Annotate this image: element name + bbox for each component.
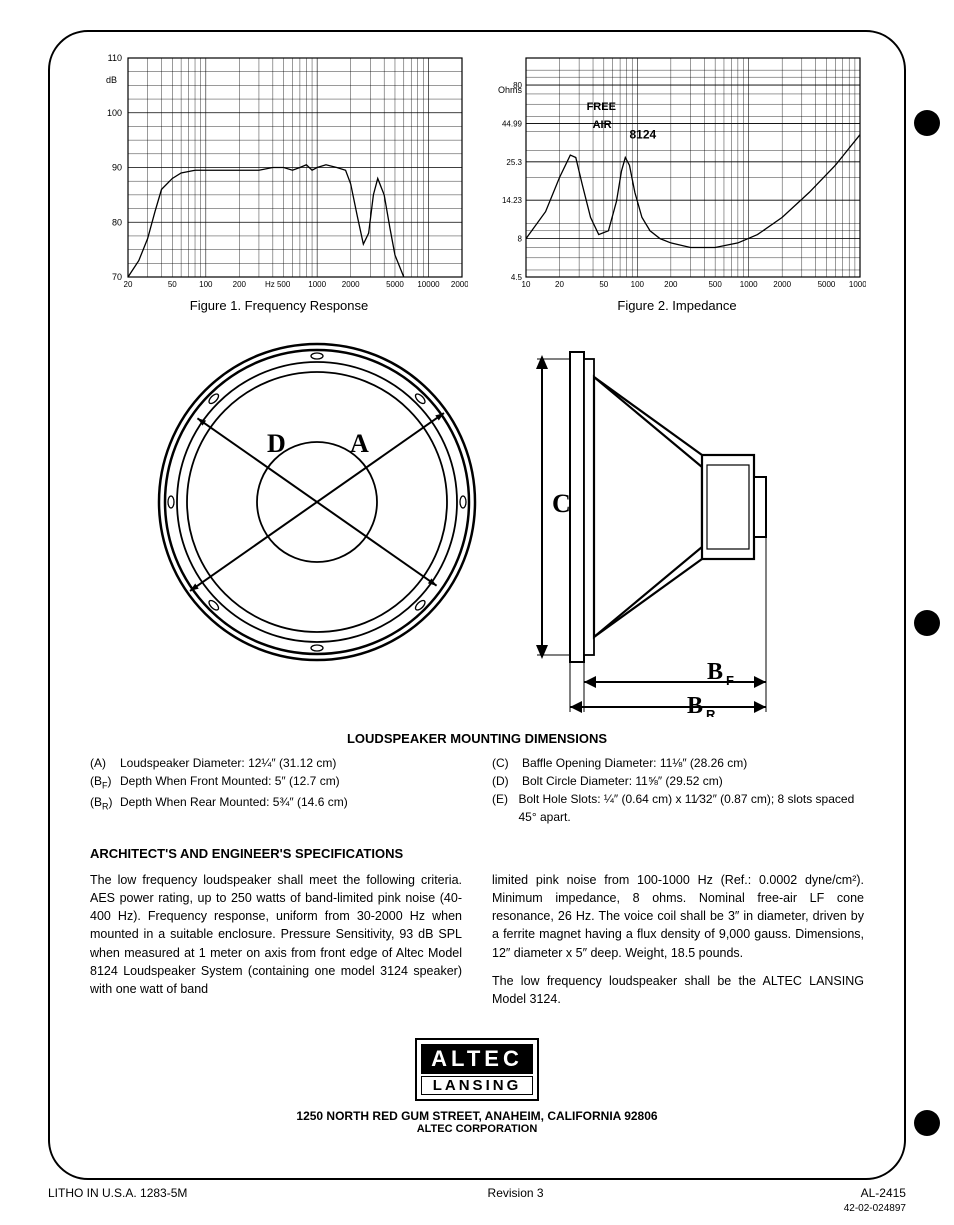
svg-text:100: 100 [107,108,122,118]
svg-text:Hz: Hz [265,280,275,289]
svg-text:50: 50 [599,280,608,289]
svg-text:D: D [267,429,286,458]
logo-box: ALTEC LANSING [415,1038,539,1101]
svg-text:5000: 5000 [818,280,836,289]
svg-text:8: 8 [518,235,523,244]
spec-text-1: The low frequency loudspeaker shall meet… [90,871,462,998]
dimensions-title: LOUDSPEAKER MOUNTING DIMENSIONS [90,731,864,746]
svg-text:25.3: 25.3 [506,158,522,167]
spec-col-1: The low frequency loudspeaker shall meet… [90,871,462,1018]
dim-item: (E)Bolt Hole Slots: ¼″ (0.64 cm) x 11⁄32… [492,790,864,826]
svg-text:500: 500 [708,280,722,289]
freq-response-chart: 70 80 90 100 110 20 50 100 200 500 1000 2000 5000 100… [90,52,468,292]
spec-text-2a: limited pink noise from 100-1000 Hz (Ref… [492,871,864,962]
charts-row: 70 80 90 100 110 20 50 100 200 500 1000 2000 5000 100… [90,52,864,327]
svg-text:B: B [687,693,703,717]
svg-text:C: C [552,489,571,518]
svg-text:14.23: 14.23 [502,196,523,205]
svg-text:90: 90 [112,163,122,173]
svg-text:1000: 1000 [308,280,326,289]
footer-left: LITHO IN U.S.A. 1283-5M [48,1186,187,1214]
svg-text:200: 200 [664,280,678,289]
dim-item: (D)Bolt Circle Diameter: 11⅝″ (29.52 cm) [492,772,864,790]
svg-text:110: 110 [108,53,122,63]
figure-1-caption: Figure 1. Frequency Response [90,298,468,313]
svg-text:FREE: FREE [587,101,616,113]
corporation: ALTEC CORPORATION [90,1123,864,1135]
impedance-chart: 4.5814.2325.344.998010205010020050010002… [488,52,866,292]
address: 1250 NORTH RED GUM STREET, ANAHEIM, CALI… [90,1109,864,1123]
footer-right: AL-2415 42-02-024897 [844,1186,906,1214]
spec-columns: The low frequency loudspeaker shall meet… [90,871,864,1018]
punch-hole [914,610,940,636]
footer: LITHO IN U.S.A. 1283-5M Revision 3 AL-24… [48,1186,906,1214]
dim-item: (C)Baffle Opening Diameter: 11⅛″ (28.26 … [492,754,864,772]
svg-text:20: 20 [124,280,133,289]
page-frame: 70 80 90 100 110 20 50 100 200 500 1000 2000 5000 100… [48,30,906,1180]
svg-text:AIR: AIR [593,119,612,131]
figure-2: 4.5814.2325.344.998010205010020050010002… [488,52,866,327]
svg-text:10000: 10000 [849,280,866,289]
svg-text:A: A [350,429,369,458]
svg-text:50: 50 [168,280,177,289]
dimensions-right: (C)Baffle Opening Diameter: 11⅛″ (28.26 … [492,754,864,826]
dimensions-left: (A)Loudspeaker Diameter: 12¼″ (31.12 cm)… [90,754,462,826]
svg-text:100: 100 [199,280,213,289]
svg-text:70: 70 [112,272,122,282]
spec-text-2b: The low frequency loudspeaker shall be t… [492,972,864,1008]
spec-col-2: limited pink noise from 100-1000 Hz (Ref… [492,871,864,1018]
dim-item: (BR)Depth When Rear Mounted: 5¾″ (14.6 c… [90,793,462,814]
footer-center: Revision 3 [488,1186,544,1214]
footer-code-1: AL-2415 [861,1186,906,1200]
svg-text:20: 20 [555,280,564,289]
svg-text:2000: 2000 [342,280,360,289]
svg-text:44.99: 44.99 [502,119,523,128]
side-view-diagram: CBFBR [502,337,802,717]
svg-text:80: 80 [112,217,122,227]
front-view-diagram: DA [152,337,482,667]
svg-text:200: 200 [233,280,247,289]
svg-text:100: 100 [631,280,645,289]
logo-block: ALTEC LANSING 1250 NORTH RED GUM STREET,… [90,1038,864,1135]
dim-item: (A)Loudspeaker Diameter: 12¼″ (31.12 cm) [90,754,462,772]
punch-hole [914,1110,940,1136]
svg-text:1000: 1000 [740,280,758,289]
diagram-row: DA CBFBR [90,337,864,717]
footer-code-2: 42-02-024897 [844,1203,906,1214]
logo-bottom: LANSING [421,1076,533,1095]
figure-2-caption: Figure 2. Impedance [488,298,866,313]
svg-text:B: B [707,659,723,685]
svg-text:R: R [706,707,716,717]
svg-text:Ohms: Ohms [498,85,523,95]
svg-text:2000: 2000 [773,280,791,289]
svg-text:10: 10 [522,280,531,289]
svg-text:5000: 5000 [386,280,404,289]
spec-title: ARCHITECT'S AND ENGINEER'S SPECIFICATION… [90,846,864,861]
svg-text:dB: dB [106,75,117,85]
svg-text:F: F [726,673,734,688]
dimensions-columns: (A)Loudspeaker Diameter: 12¼″ (31.12 cm)… [90,754,864,826]
svg-text:10000: 10000 [417,280,440,289]
figure-1: 70 80 90 100 110 20 50 100 200 500 1000 2000 5000 100… [90,52,468,327]
svg-text:20000: 20000 [451,280,468,289]
logo-top: ALTEC [421,1044,533,1074]
svg-text:8124: 8124 [629,127,656,141]
punch-hole [914,110,940,136]
dim-item: (BF)Depth When Front Mounted: 5″ (12.7 c… [90,772,462,793]
svg-text:500: 500 [277,280,291,289]
